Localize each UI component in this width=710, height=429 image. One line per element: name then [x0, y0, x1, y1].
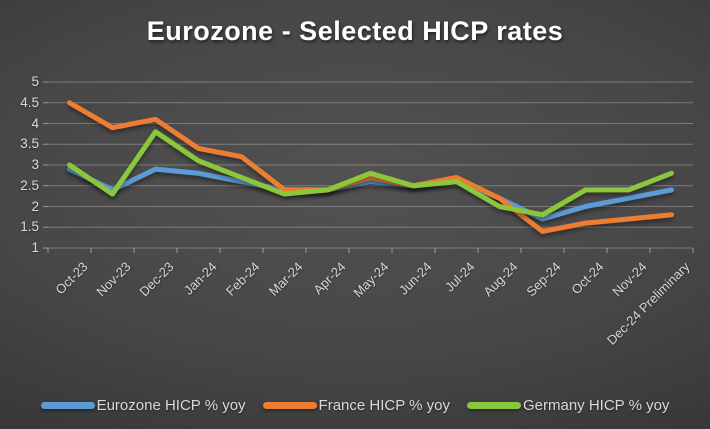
- legend-label: France HICP % yoy: [318, 396, 450, 414]
- y-tick-label: 3: [31, 157, 39, 172]
- y-tick-label: 4.5: [20, 94, 39, 110]
- y-tick-label: 2.5: [20, 177, 39, 193]
- legend-label: Eurozone HICP % yoy: [96, 396, 246, 414]
- legend-marker-icon: [40, 401, 95, 409]
- y-tick-label: 2: [31, 198, 39, 214]
- y-tick-label: 4: [31, 115, 39, 131]
- y-tick-label: 3.5: [20, 136, 39, 152]
- y-tick-label: 1.5: [20, 219, 39, 235]
- series-line-2: [67, 129, 674, 218]
- legend: Eurozone HICP % yoy France HICP % yoy Germ…: [0, 394, 710, 416]
- series-line-1: [67, 100, 674, 234]
- legend-item-1: France HICP % yoy: [262, 396, 450, 414]
- legend-marker-icon: [466, 401, 521, 409]
- series-line-0: [67, 166, 674, 222]
- legend-marker-icon: [262, 401, 317, 409]
- legend-item-2: Germany HICP % yoy: [466, 396, 670, 414]
- legend-item-0: Eurozone HICP % yoy: [40, 396, 246, 414]
- y-tick-label: 1: [31, 240, 39, 255]
- legend-label: Germany HICP % yoy: [522, 396, 670, 414]
- chart-title: Eurozone - Selected HICP rates: [146, 16, 564, 46]
- y-tick-label: 5: [31, 74, 39, 89]
